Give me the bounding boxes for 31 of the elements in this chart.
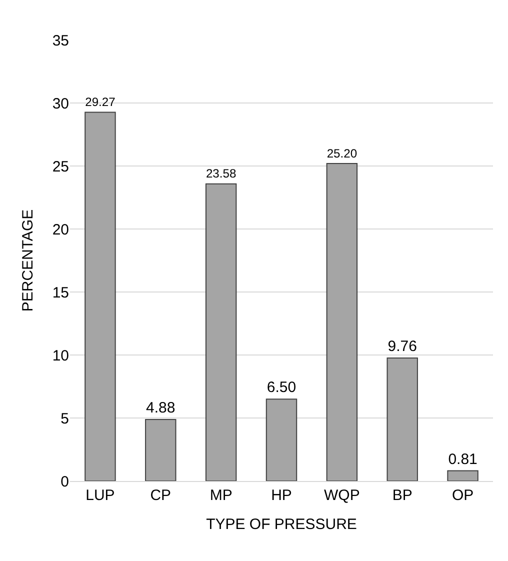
y-tick-label: 0 (60, 473, 69, 490)
x-tick-label: WQP (324, 487, 360, 504)
y-tick-label: 5 (60, 410, 69, 428)
data-label: 29.27 (85, 94, 116, 109)
y-tick-label: 35 (52, 32, 69, 50)
x-tick-label: CP (150, 487, 172, 504)
bar (266, 398, 298, 481)
bar (447, 470, 478, 481)
y-tick-label: 15 (52, 284, 69, 302)
data-label: 0.81 (448, 450, 478, 468)
bar (386, 358, 418, 481)
y-axis-title: PERCENTAGE (20, 209, 37, 312)
data-label: 4.88 (146, 400, 176, 417)
data-label: 6.50 (266, 379, 296, 396)
data-label: 25.20 (326, 146, 358, 160)
bar (326, 162, 358, 481)
x-tick-label: LUP (86, 487, 115, 504)
data-label: 23.58 (206, 166, 236, 181)
x-tick-label: BP (392, 487, 412, 504)
y-tick-label: 25 (52, 158, 69, 176)
x-tick-label: MP (210, 487, 232, 504)
bar (145, 419, 176, 481)
x-tick-label: HP (271, 487, 292, 504)
bar (205, 183, 237, 481)
data-label: 9.76 (388, 338, 417, 356)
y-tick-label: 10 (52, 347, 69, 364)
y-tick-label: 30 (52, 95, 69, 112)
y-tick-label: 20 (52, 221, 69, 238)
x-axis-title: TYPE OF PRESSURE (206, 516, 357, 533)
x-tick-label: OP (452, 487, 474, 504)
bar (84, 112, 116, 481)
